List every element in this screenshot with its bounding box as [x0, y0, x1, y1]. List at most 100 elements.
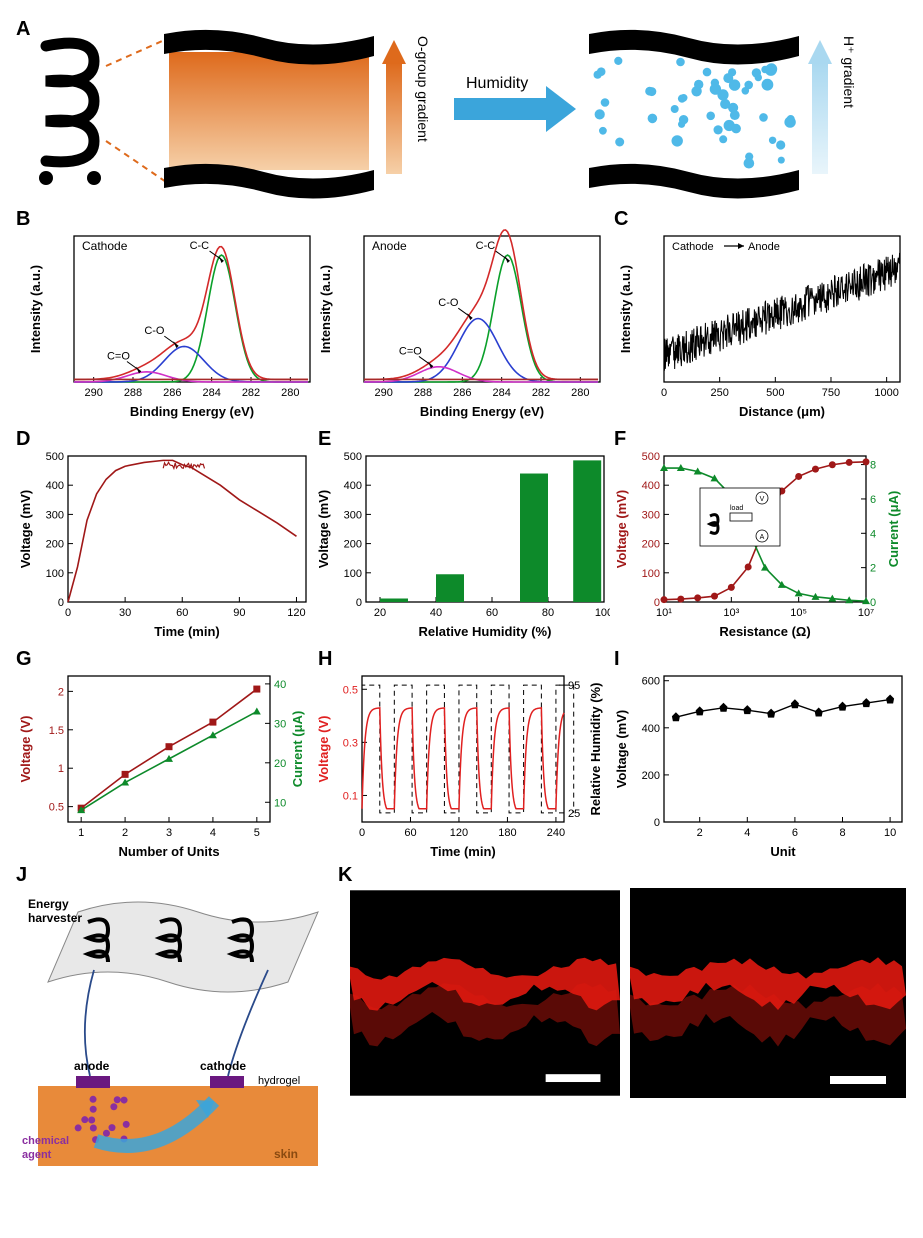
hgradient-arrow: [808, 40, 832, 174]
panel-B-cathode-xps: Binding Energy (eV)Intensity (a.u.)29028…: [26, 228, 316, 420]
svg-text:Intensity (a.u.): Intensity (a.u.): [618, 265, 633, 353]
svg-text:Current (μA): Current (μA): [290, 711, 305, 788]
svg-text:hydrogel: hydrogel: [258, 1075, 300, 1087]
svg-text:60: 60: [176, 607, 188, 619]
panel-J-schematic: Energyharvesterskinanodecathodehydrogelc…: [18, 886, 328, 1216]
svg-text:Time (min): Time (min): [430, 844, 496, 859]
svg-text:Energy: Energy: [28, 897, 69, 911]
hgradient-block: [589, 30, 799, 199]
svg-text:400: 400: [642, 480, 660, 492]
svg-text:Cathode: Cathode: [82, 239, 128, 253]
svg-text:V: V: [760, 496, 765, 503]
svg-text:C=O: C=O: [399, 345, 422, 357]
svg-text:100: 100: [344, 568, 362, 580]
svg-text:20: 20: [274, 758, 286, 770]
svg-text:10: 10: [274, 797, 286, 809]
svg-text:0: 0: [58, 597, 64, 609]
svg-text:2: 2: [122, 827, 128, 839]
panel-B-anode-xps: Binding Energy (eV)Intensity (a.u.)29028…: [316, 228, 606, 420]
h-gradient-label: H⁺ gradient: [841, 36, 857, 108]
svg-text:4: 4: [870, 528, 876, 540]
svg-text:290: 290: [374, 387, 392, 399]
svg-text:200: 200: [642, 770, 660, 782]
svg-text:282: 282: [242, 387, 260, 399]
svg-text:Voltage (V): Voltage (V): [316, 716, 331, 783]
svg-text:Voltage (mV): Voltage (mV): [614, 490, 629, 569]
svg-text:40: 40: [430, 607, 442, 619]
svg-text:Distance (μm): Distance (μm): [739, 404, 825, 419]
svg-text:10⁵: 10⁵: [790, 607, 807, 619]
svg-text:6: 6: [870, 494, 876, 506]
panel-H-cycle: Time (min) Voltage (V) Relative Humidity (…: [314, 668, 610, 860]
humidity-arrow: Humidity: [454, 75, 576, 132]
svg-text:30: 30: [274, 718, 286, 730]
svg-text:0: 0: [356, 597, 362, 609]
svg-text:500: 500: [642, 451, 660, 463]
svg-text:C-O: C-O: [144, 325, 165, 337]
svg-text:cathode: cathode: [200, 1059, 246, 1073]
svg-text:Number of Units: Number of Units: [118, 844, 219, 859]
svg-text:Binding Energy (eV): Binding Energy (eV): [130, 404, 254, 419]
label-K: K: [338, 864, 352, 887]
svg-text:A: A: [760, 534, 765, 541]
svg-text:Cathode: Cathode: [672, 241, 714, 253]
svg-text:6: 6: [792, 827, 798, 839]
svg-text:Voltage (mV): Voltage (mV): [316, 490, 331, 569]
svg-text:60: 60: [486, 607, 498, 619]
svg-text:500: 500: [766, 387, 784, 399]
svg-text:Current (μA): Current (μA): [886, 491, 901, 568]
svg-text:80: 80: [542, 607, 554, 619]
svg-text:C-C: C-C: [190, 240, 210, 252]
svg-text:180: 180: [498, 827, 516, 839]
svg-text:C-O: C-O: [438, 297, 459, 309]
svg-text:60: 60: [404, 827, 416, 839]
svg-text:250: 250: [710, 387, 728, 399]
svg-text:Voltage (mV): Voltage (mV): [614, 710, 629, 789]
svg-text:anode: anode: [74, 1059, 110, 1073]
svg-text:500: 500: [46, 451, 64, 463]
svg-text:Anode: Anode: [748, 241, 780, 253]
svg-text:750: 750: [822, 387, 840, 399]
svg-text:Relative Humidity (%): Relative Humidity (%): [588, 683, 603, 816]
svg-text:282: 282: [532, 387, 550, 399]
o-gradient-label: O-group gradient: [415, 36, 431, 142]
label-J: J: [16, 864, 27, 887]
svg-text:10³: 10³: [723, 607, 739, 619]
svg-text:90: 90: [233, 607, 245, 619]
svg-text:290: 290: [84, 387, 102, 399]
svg-text:0.3: 0.3: [343, 737, 358, 749]
svg-text:Resistance (Ω): Resistance (Ω): [719, 624, 810, 639]
svg-text:Relative Humidity (%): Relative Humidity (%): [419, 624, 552, 639]
svg-text:Time (min): Time (min): [154, 624, 220, 639]
svg-text:240: 240: [547, 827, 565, 839]
svg-text:280: 280: [571, 387, 589, 399]
svg-text:Voltage (V): Voltage (V): [18, 716, 33, 783]
svg-text:0: 0: [654, 817, 660, 829]
svg-text:300: 300: [344, 509, 362, 521]
svg-text:2: 2: [870, 563, 876, 575]
svg-text:284: 284: [492, 387, 510, 399]
svg-text:300: 300: [46, 509, 64, 521]
label-A: A: [16, 18, 30, 41]
svg-text:286: 286: [163, 387, 181, 399]
svg-text:400: 400: [642, 723, 660, 735]
svg-text:120: 120: [450, 827, 468, 839]
svg-text:Unit: Unit: [770, 844, 796, 859]
svg-text:0: 0: [359, 827, 365, 839]
svg-text:Voltage (mV): Voltage (mV): [18, 490, 33, 569]
svg-text:agent: agent: [22, 1149, 52, 1161]
panel-C-linescan: Distance (μm)Intensity (a.u.)02505007501…: [616, 228, 906, 420]
svg-text:200: 200: [46, 539, 64, 551]
svg-text:30: 30: [119, 607, 131, 619]
svg-text:1.5: 1.5: [49, 725, 64, 737]
humidity-label: Humidity: [466, 75, 528, 92]
svg-text:C-C: C-C: [476, 240, 496, 252]
svg-text:3: 3: [166, 827, 172, 839]
svg-text:200: 200: [642, 539, 660, 551]
svg-text:chemical: chemical: [22, 1135, 69, 1147]
svg-text:286: 286: [453, 387, 471, 399]
panel-D-voltage-time: Time (min)Voltage (mV)030609012001002003…: [16, 448, 312, 640]
svg-text:Intensity (a.u.): Intensity (a.u.): [318, 265, 333, 353]
svg-text:5: 5: [254, 827, 260, 839]
figure-multi-panel: A B C D E F G H I J K: [14, 14, 909, 1224]
